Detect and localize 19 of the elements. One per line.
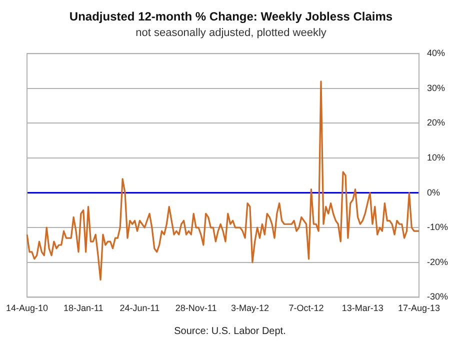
chart-subtitle: not seasonally adjusted, plotted weekly xyxy=(136,27,327,40)
y-tick-label: -10% xyxy=(426,222,448,232)
x-tick-label: 14-Aug-10 xyxy=(6,303,48,314)
source-note: Source: U.S. Labor Dept. xyxy=(174,326,286,337)
x-tick-label: 28-Nov-11 xyxy=(175,303,217,314)
y-tick-label: 30% xyxy=(426,82,446,93)
x-tick-label: 13-Mar-13 xyxy=(342,303,384,314)
y-tick-label: 10% xyxy=(426,152,446,162)
y-tick-label: -30% xyxy=(426,292,448,302)
x-tick-label: 3-May-12 xyxy=(230,303,269,314)
x-tick-label: 24-Jun-11 xyxy=(120,303,160,314)
chart-title: Unadjusted 12-month % Change: Weekly Jobless Claims xyxy=(69,10,393,24)
y-tick-label: 40% xyxy=(426,48,446,58)
x-tick-label: 7-Oct-12 xyxy=(288,303,324,314)
x-tick-label: 17-Aug-13 xyxy=(398,303,440,314)
y-tick-label: -20% xyxy=(426,256,448,267)
y-tick-label: 0% xyxy=(426,187,440,198)
y-tick-label: 20% xyxy=(426,118,446,128)
x-tick-label: 18-Jan-11 xyxy=(63,303,104,314)
